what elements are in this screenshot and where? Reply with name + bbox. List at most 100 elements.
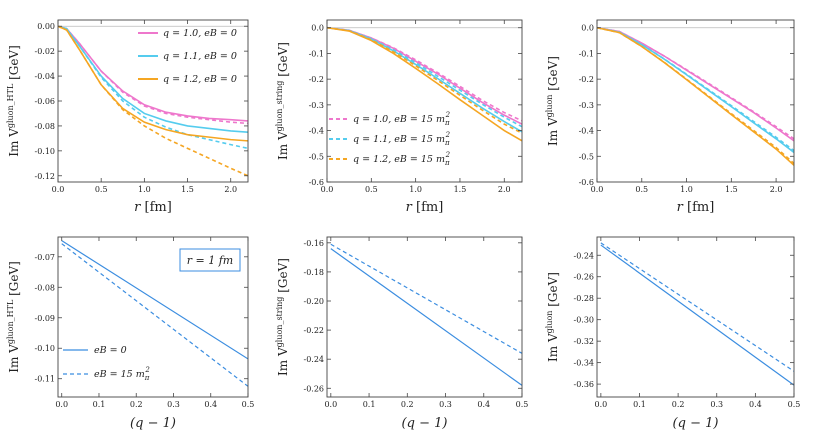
x-tick-label: 1.5 [725, 185, 738, 194]
y-tick-label: -0.6 [579, 178, 594, 187]
x-tick-label: 0.3 [710, 400, 723, 409]
x-tick-label: 0.4 [749, 400, 762, 409]
x-axis-label: (q − 1) [402, 416, 448, 431]
annotation-box [179, 248, 241, 272]
y-tick-label: -0.11 [34, 375, 55, 384]
y-tick-label: -0.4 [309, 127, 324, 136]
y-tick-label: 0.0 [581, 24, 594, 33]
series-line [597, 26, 794, 140]
y-tick-label: -0.18 [303, 268, 324, 277]
y-tick-label: -0.10 [34, 147, 55, 156]
legend-label: q = 1.1, eB = 0 [163, 51, 237, 62]
x-tick-label: 0.0 [52, 185, 65, 194]
x-tick-label: 0.0 [591, 185, 604, 194]
series-line [597, 26, 794, 152]
series-line [327, 26, 522, 134]
y-tick-label: -0.5 [309, 152, 324, 161]
x-tick-label: 2.0 [770, 185, 783, 194]
x-tick-label: 0.5 [516, 400, 529, 409]
x-tick-label: 0.1 [93, 400, 106, 409]
y-tick-label: -0.4 [579, 127, 594, 136]
series-line [597, 26, 794, 165]
y-tick-label: -0.26 [573, 273, 594, 282]
y-tick-label: -0.28 [573, 294, 594, 303]
y-axis-label: Im Vgluon_HTL [GeV] [6, 261, 21, 373]
series-line [597, 26, 794, 166]
x-axis-label: r [fm] [677, 200, 715, 215]
y-tick-label: -0.02 [34, 47, 55, 56]
x-tick-label: 0.1 [363, 400, 376, 409]
series-line [58, 25, 248, 177]
x-axis-label: r [fm] [406, 200, 444, 215]
y-tick-label: -0.10 [34, 344, 55, 353]
legend-label: q = 1.1, eB = 15 mπ2 [353, 131, 451, 147]
legend-label: q = 1.0, eB = 15 mπ2 [353, 111, 451, 127]
x-tick-label: 0.2 [130, 400, 143, 409]
panel-5: 0.0 0.1 0.2 0.3 0.4 0.5 -0.16 -0.18 -0.20 -0.22 -0… [275, 236, 529, 431]
series-line [58, 25, 248, 142]
y-tick-label: -0.3 [309, 101, 324, 110]
y-tick-label: -0.3 [579, 101, 594, 110]
y-tick-label: -0.08 [34, 283, 55, 292]
annotation-label: r = 1 fm [187, 254, 233, 267]
x-axis-label: (q − 1) [130, 416, 176, 431]
x-tick-label: 1.5 [454, 185, 467, 194]
y-tick-label: -0.20 [303, 297, 324, 306]
y-tick-label: 0.00 [37, 22, 55, 31]
x-tick-label: 1.0 [138, 185, 151, 194]
y-axis-label: Im Vgluon_string [GeV] [275, 42, 290, 160]
x-tick-label: 0.3 [439, 400, 452, 409]
y-tick-label: -0.6 [309, 178, 324, 187]
y-tick-label: -0.1 [579, 49, 594, 58]
y-tick-label: -0.30 [573, 316, 594, 325]
y-tick-label: -0.26 [303, 384, 324, 393]
y-tick-label: -0.12 [34, 172, 55, 181]
x-axis-label: (q − 1) [673, 416, 719, 431]
legend-label: q = 1.0, eB = 0 [163, 28, 237, 39]
x-tick-label: 0.2 [401, 400, 414, 409]
y-tick-label: -0.32 [573, 337, 594, 346]
series-line [330, 248, 522, 386]
plot-frame [596, 236, 795, 398]
y-tick-label: 0.0 [311, 24, 324, 33]
plot-frame [57, 19, 249, 183]
x-tick-label: 0.5 [365, 185, 378, 194]
y-tick-label: -0.5 [579, 152, 594, 161]
y-tick-label: -0.06 [34, 97, 55, 106]
x-tick-label: 0.0 [321, 185, 334, 194]
series-line [58, 25, 248, 150]
y-tick-label: -0.08 [34, 122, 55, 131]
x-tick-label: 0.0 [324, 400, 337, 409]
y-tick-label: -0.04 [34, 72, 55, 81]
y-tick-label: -0.24 [573, 251, 594, 260]
series-line [58, 25, 248, 125]
series-line [597, 26, 794, 154]
series-line [600, 242, 794, 372]
series-line [597, 26, 794, 142]
legend-label: q = 1.2, eB = 0 [163, 74, 237, 85]
series-line [327, 26, 522, 125]
x-tick-label: 0.5 [635, 185, 648, 194]
panel-3: 0.0 0.5 1.0 1.5 2.0 0.0 -0.1 -0.2 -0.3 -0.4 -0.5 -0… [545, 19, 795, 215]
series-line [327, 26, 522, 133]
x-tick-label: 0.2 [672, 400, 685, 409]
y-tick-label: -0.36 [573, 380, 594, 389]
y-tick-label: -0.22 [303, 326, 324, 335]
x-tick-label: 0.0 [594, 400, 607, 409]
x-tick-label: 1.0 [680, 185, 693, 194]
x-tick-label: 1.5 [181, 185, 194, 194]
y-axis-label: Im Vgluon [GeV] [545, 56, 560, 146]
y-tick-label: -0.07 [34, 253, 55, 262]
series-line [600, 244, 794, 386]
series-line [61, 240, 248, 360]
x-tick-label: 2.0 [224, 185, 237, 194]
y-tick-label: -0.2 [309, 75, 324, 84]
y-axis-label: Im Vgluon_string [GeV] [275, 258, 290, 376]
x-tick-label: 0.4 [204, 400, 217, 409]
plot-frame [596, 19, 795, 183]
plot-frame [326, 236, 523, 398]
panel-4: 0.0 0.1 0.2 0.3 0.4 0.5 -0.07 -0.08 -0.09 -0.10 -0… [6, 236, 254, 431]
plot-frame [57, 236, 249, 398]
series-line [327, 26, 522, 128]
